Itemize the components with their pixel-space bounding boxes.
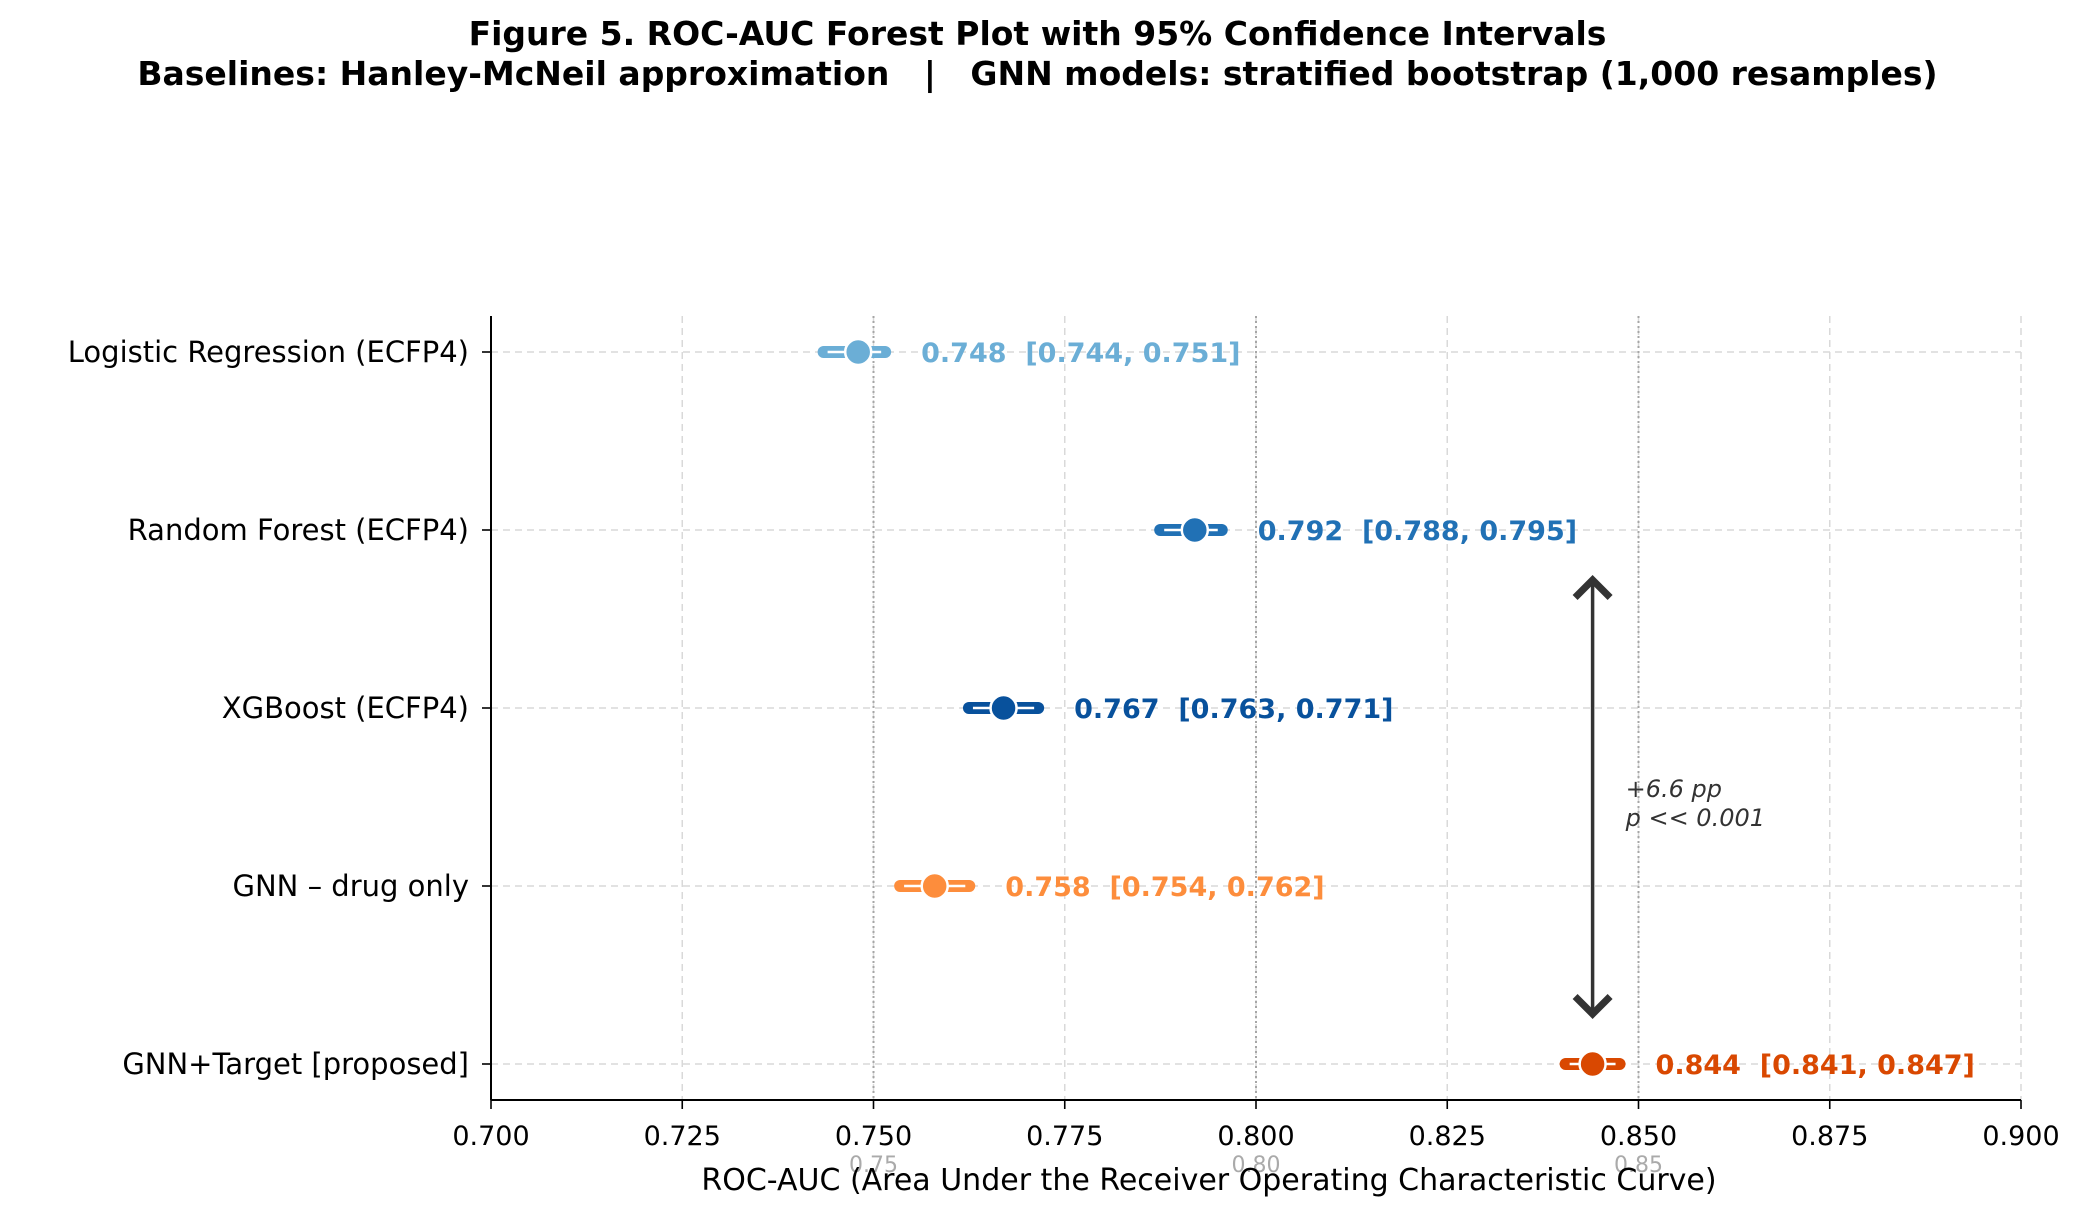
point-estimate <box>989 693 1018 723</box>
point-estimate <box>1578 1049 1607 1079</box>
data-label: 0.844 [0.841, 0.847] <box>1656 1050 1975 1081</box>
x-tick-label: 0.900 <box>1982 1121 2059 1152</box>
x-tick-label: 0.725 <box>644 1121 721 1152</box>
point-estimate <box>920 871 949 901</box>
y-tick-label: GNN+Target [proposed] <box>122 1047 469 1081</box>
x-tick-label: 0.750 <box>835 1121 912 1152</box>
x-axis-label: ROC-AUC (Area Under the Receiver Operati… <box>701 1163 1716 1198</box>
y-tick-label: XGBoost (ECFP4) <box>222 691 469 725</box>
chart-title: Figure 5. ROC-AUC Forest Plot with 95% C… <box>468 14 1607 53</box>
reference-line-label: 0.80 <box>1232 1153 1281 1178</box>
axes: 0.700 0.725 0.750 0.775 0.800 0.825 0.850 0.875… <box>68 316 2060 1152</box>
reference-lines: 0.75 0.80 0.85 <box>849 316 1663 1178</box>
x-tick-label: 0.700 <box>452 1121 529 1152</box>
point-estimate <box>843 337 873 367</box>
x-tick-label: 0.825 <box>1409 1121 1486 1152</box>
data-label: 0.792 [0.788, 0.795] <box>1258 516 1577 547</box>
figure-title: Figure 5. ROC-AUC Forest Plot with 95% C… <box>0 14 2075 94</box>
data-marks: 0.748 [0.744, 0.751] 0.792 [0.788, 0.795]… <box>817 337 1975 1081</box>
y-tick-label: Logistic Regression (ECFP4) <box>68 335 469 369</box>
data-label: 0.758 [0.754, 0.762] <box>1005 872 1324 903</box>
x-tick-label: 0.775 <box>1026 1121 1103 1152</box>
reference-line-label: 0.85 <box>1614 1153 1663 1178</box>
y-tick-label: GNN – drug only <box>233 869 469 903</box>
annotation-text: p << 0.001 <box>1625 804 1765 832</box>
x-tick-label: 0.875 <box>1791 1121 1868 1152</box>
reference-line-label: 0.75 <box>849 1153 898 1178</box>
grid-layer <box>490 316 2022 1100</box>
point-estimate <box>1180 515 1210 545</box>
data-label: 0.767 [0.763, 0.771] <box>1074 694 1393 725</box>
annotation: +6.6 ppp << 0.001 <box>1572 575 1765 1019</box>
x-tick-label: 0.800 <box>1217 1121 1294 1152</box>
x-tick-label: 0.850 <box>1600 1121 1677 1152</box>
y-tick-label: Random Forest (ECFP4) <box>128 513 469 547</box>
data-label: 0.748 [0.744, 0.751] <box>921 338 1240 369</box>
annotation-text: +6.6 pp <box>1626 775 1722 803</box>
chart-subtitle: Baselines: Hanley-McNeil approximation |… <box>137 54 1938 93</box>
